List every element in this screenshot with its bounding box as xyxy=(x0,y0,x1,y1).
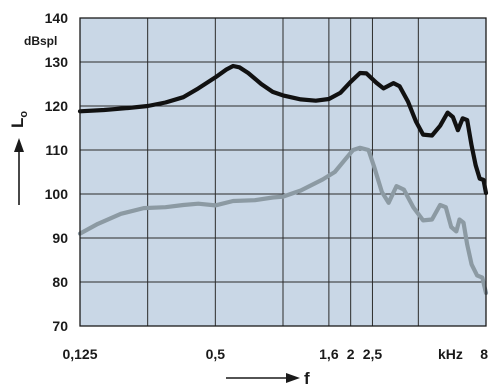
series-line-2 xyxy=(77,145,489,296)
x-unit-label: kHz xyxy=(438,346,463,362)
y-tick-labels: 70 80 90 100 110 120 130 140 xyxy=(45,10,69,334)
x-tick-label: 0,125 xyxy=(62,346,97,362)
y-axis-arrow-icon xyxy=(14,138,24,205)
x-tick-label: 0,5 xyxy=(206,346,226,362)
series-lines xyxy=(77,63,489,296)
x-axis-label: f xyxy=(304,369,310,387)
y-axis-label-main: L xyxy=(8,118,27,128)
y-tick-label: 120 xyxy=(45,98,69,114)
y-tick-label: 70 xyxy=(52,318,68,334)
x-tick-label: 8 xyxy=(480,346,488,362)
x-tick-label: 2 xyxy=(347,346,355,362)
y-tick-label: 80 xyxy=(52,274,68,290)
x-axis-arrow-icon xyxy=(226,373,300,383)
y-tick-label: 90 xyxy=(52,230,68,246)
y-tick-label: 140 xyxy=(45,10,69,26)
series-line-1 xyxy=(77,63,489,196)
y-unit-label: dBspl xyxy=(24,34,57,48)
x-tick-label: 1,6 xyxy=(319,346,339,362)
y-axis-label-subscript: o xyxy=(18,111,30,118)
y-tick-label: 130 xyxy=(45,54,69,70)
x-tick-label: 2,5 xyxy=(363,346,383,362)
plot-frame xyxy=(79,17,487,327)
y-tick-label: 100 xyxy=(45,186,69,202)
svg-text:Lo: Lo xyxy=(8,111,30,128)
x-tick-labels: 0,125 0,5 1,6 2 2,5 8 xyxy=(62,346,488,362)
y-axis-label: Lo xyxy=(8,111,30,128)
y-tick-label: 110 xyxy=(45,142,68,158)
